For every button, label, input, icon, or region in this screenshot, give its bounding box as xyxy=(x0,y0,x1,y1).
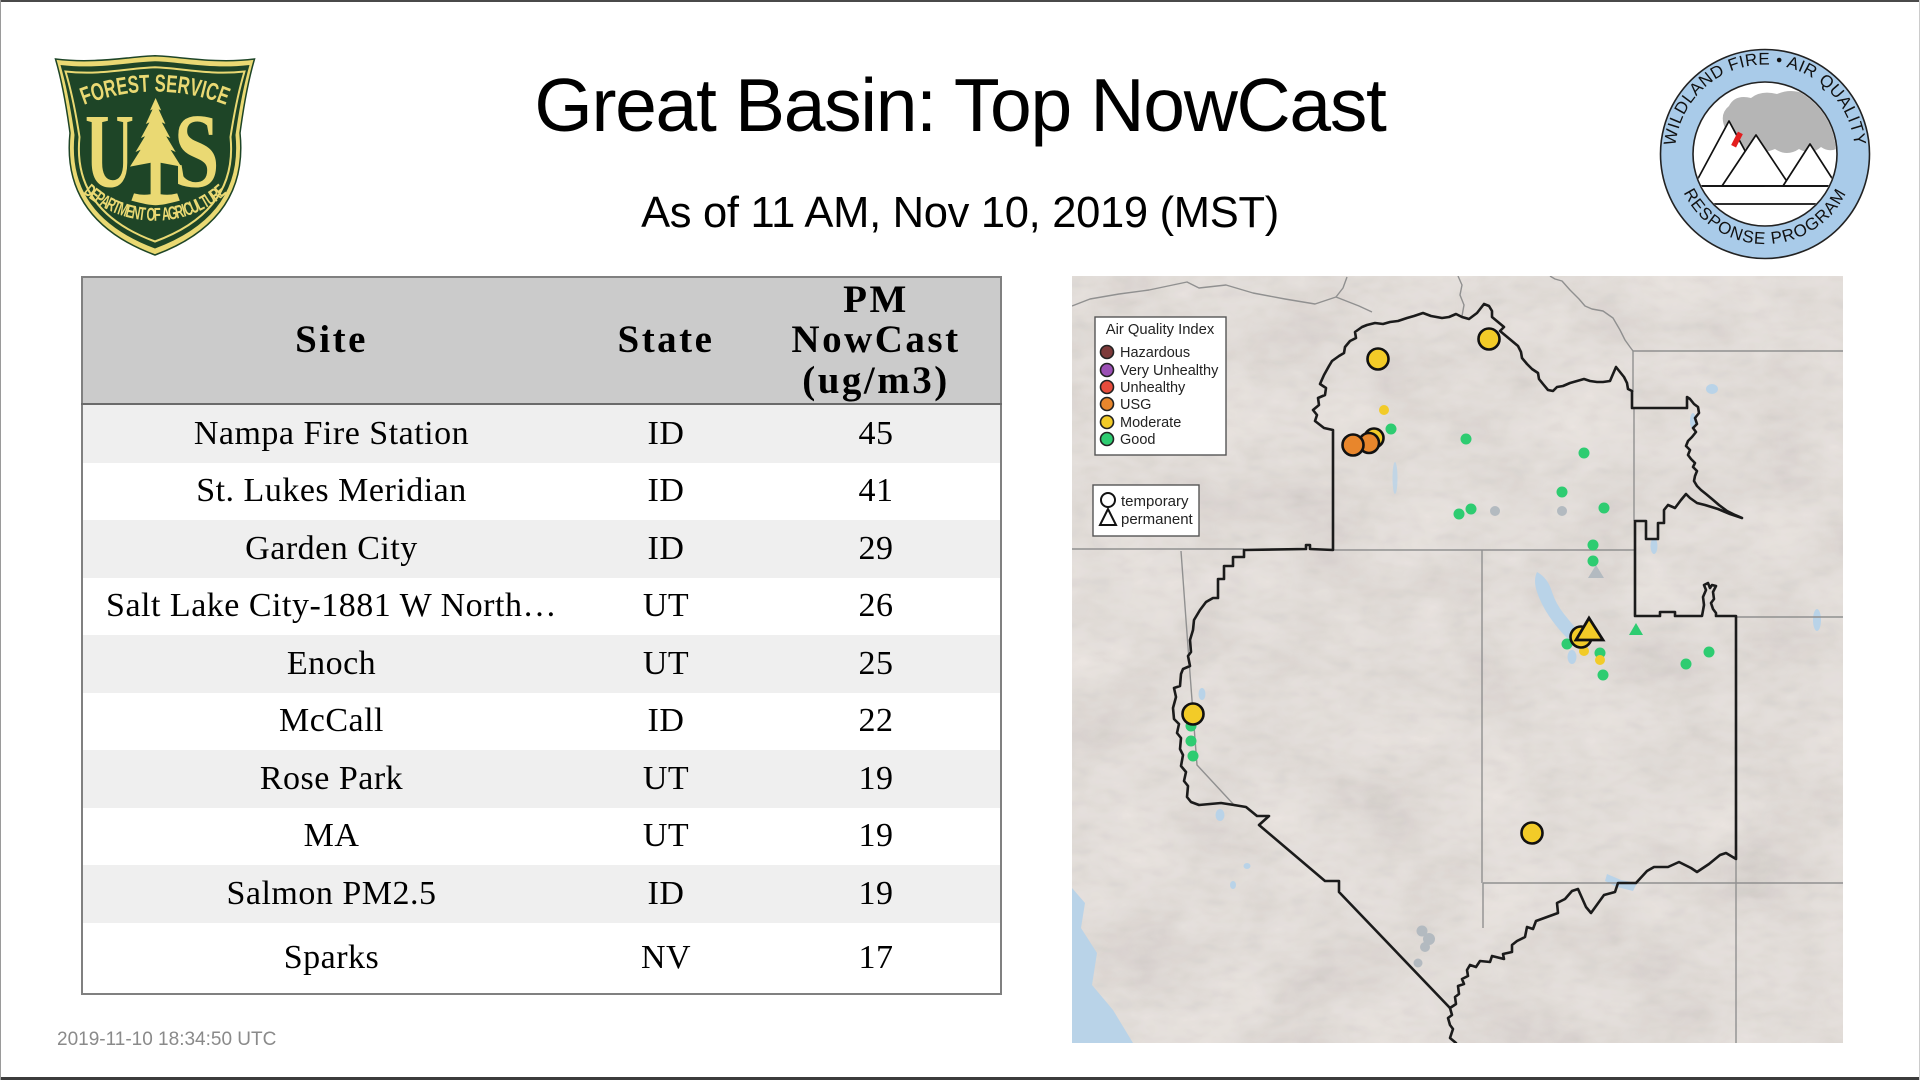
svg-text:I: I xyxy=(180,201,189,221)
svg-text:E: E xyxy=(114,73,129,101)
svg-text:A: A xyxy=(161,204,171,225)
svg-text:N: N xyxy=(130,203,142,225)
svg-text:USG: USG xyxy=(1120,397,1151,413)
svg-text:Hazardous: Hazardous xyxy=(1120,345,1190,361)
svg-text:Moderate: Moderate xyxy=(1120,415,1181,431)
svg-text:V: V xyxy=(187,74,203,103)
svg-text:R: R xyxy=(101,75,119,104)
svg-text:S: S xyxy=(154,71,166,98)
svg-text:Air Quality Index: Air Quality Index xyxy=(1106,322,1215,338)
svg-text:T: T xyxy=(137,204,147,225)
svg-text:E: E xyxy=(165,71,178,99)
svg-text:O: O xyxy=(146,205,156,226)
svg-text:F: F xyxy=(154,205,161,226)
svg-text:I: I xyxy=(198,76,209,103)
svg-text:temporary: temporary xyxy=(1121,493,1189,510)
svg-text:U: U xyxy=(85,94,134,211)
svg-text:S: S xyxy=(174,92,220,210)
svg-text:Unhealthy: Unhealthy xyxy=(1120,380,1186,396)
svg-text:S: S xyxy=(126,71,140,99)
svg-text:Good: Good xyxy=(1120,432,1155,448)
svg-text:Very Unhealthy: Very Unhealthy xyxy=(1120,363,1219,379)
svg-text:R: R xyxy=(176,72,192,100)
svg-text:permanent: permanent xyxy=(1121,511,1194,528)
svg-text:G: G xyxy=(167,203,179,225)
svg-text:T: T xyxy=(139,71,151,98)
